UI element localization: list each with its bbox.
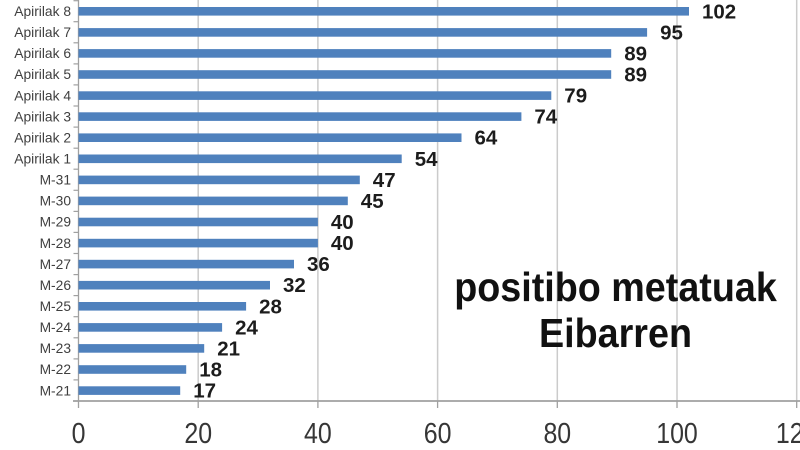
svg-text:79: 79 (564, 85, 587, 108)
svg-text:M-21: M-21 (40, 383, 71, 398)
svg-text:54: 54 (415, 148, 438, 171)
svg-text:60: 60 (424, 417, 452, 449)
svg-text:18: 18 (199, 359, 222, 382)
svg-text:17: 17 (193, 380, 216, 403)
svg-text:Apirilak 4: Apirilak 4 (14, 88, 71, 103)
svg-text:21: 21 (217, 337, 240, 360)
svg-text:45: 45 (361, 190, 384, 213)
svg-text:64: 64 (475, 127, 498, 150)
svg-text:M-22: M-22 (40, 362, 71, 377)
svg-text:M-23: M-23 (40, 341, 72, 356)
svg-text:Apirilak 3: Apirilak 3 (14, 109, 71, 124)
svg-text:0: 0 (72, 417, 86, 449)
svg-text:40: 40 (331, 232, 354, 255)
svg-text:40: 40 (331, 211, 354, 234)
svg-text:120: 120 (776, 417, 800, 449)
svg-text:M-29: M-29 (40, 215, 72, 230)
svg-text:36: 36 (307, 253, 330, 276)
svg-text:M-31: M-31 (40, 173, 71, 188)
svg-text:102: 102 (702, 0, 736, 23)
svg-text:28: 28 (259, 295, 282, 318)
svg-text:M-30: M-30 (40, 194, 72, 209)
svg-text:100: 100 (656, 417, 698, 449)
svg-text:M-28: M-28 (40, 236, 72, 251)
svg-text:Apirilak 5: Apirilak 5 (14, 67, 71, 82)
svg-text:M-26: M-26 (40, 278, 72, 293)
svg-text:Apirilak 7: Apirilak 7 (14, 25, 71, 40)
svg-text:Apirilak 1: Apirilak 1 (14, 152, 71, 167)
svg-text:Apirilak 6: Apirilak 6 (14, 46, 71, 61)
svg-text:20: 20 (184, 417, 212, 449)
svg-text:M-24: M-24 (40, 320, 72, 335)
svg-text:Apirilak 2: Apirilak 2 (14, 130, 71, 145)
svg-text:80: 80 (543, 417, 571, 449)
svg-text:89: 89 (624, 64, 647, 87)
svg-text:32: 32 (283, 274, 306, 297)
svg-text:89: 89 (624, 42, 647, 65)
svg-text:M-27: M-27 (40, 257, 71, 272)
svg-text:Apirilak 8: Apirilak 8 (14, 4, 71, 19)
svg-text:M-25: M-25 (40, 299, 72, 314)
svg-text:74: 74 (534, 106, 557, 129)
svg-text:40: 40 (304, 417, 332, 449)
svg-text:47: 47 (373, 169, 396, 192)
svg-text:95: 95 (660, 21, 683, 44)
svg-text:positibo metatuak: positibo metatuak (454, 265, 777, 311)
svg-text:24: 24 (235, 316, 258, 339)
svg-text:Eibarren: Eibarren (539, 311, 692, 357)
